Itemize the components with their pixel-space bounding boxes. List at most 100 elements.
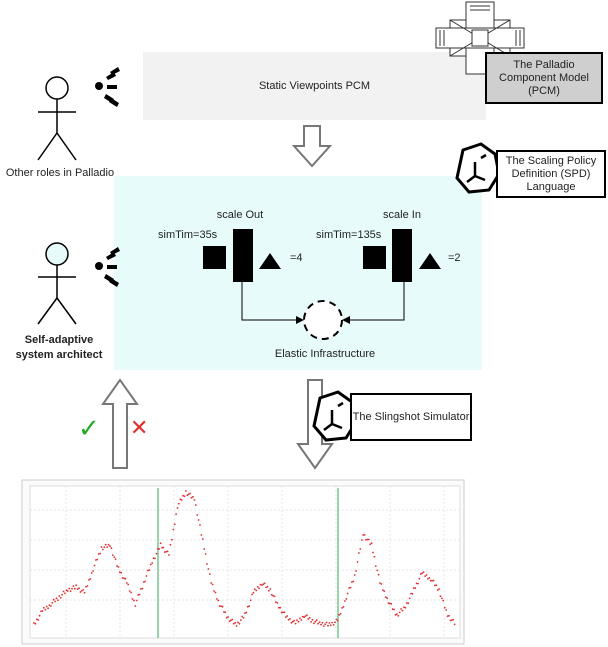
chart-point	[75, 584, 78, 587]
chart-point	[235, 625, 238, 627]
chart-point	[71, 587, 73, 590]
chart-point	[448, 614, 450, 617]
broadcast-icon	[95, 247, 120, 287]
chart-point	[310, 621, 312, 623]
chart-point	[404, 606, 407, 609]
chart-point	[34, 622, 37, 625]
chart-point	[245, 611, 248, 614]
chart-point	[45, 605, 48, 608]
chart-point	[280, 611, 283, 614]
chart-point	[424, 575, 426, 577]
chart-point	[317, 622, 319, 625]
scale-out-time: simTim=35s	[158, 229, 218, 241]
chart-point	[221, 605, 224, 608]
chart-point	[314, 620, 317, 623]
chart-point	[308, 617, 311, 619]
chart-point	[384, 596, 387, 598]
chart-point	[152, 557, 155, 560]
chart-point	[196, 514, 199, 516]
chart-point	[327, 624, 329, 627]
chart-point	[351, 581, 353, 583]
chart-point	[419, 573, 422, 575]
chart-point	[410, 592, 412, 595]
scale-in-small-box	[363, 246, 386, 269]
chart-point	[64, 592, 66, 595]
chart-point	[376, 569, 379, 572]
chart-point	[224, 611, 227, 614]
chart-point	[321, 621, 324, 624]
chart-point	[422, 571, 425, 573]
scale-in-count: =2	[448, 252, 461, 264]
chart-point	[80, 590, 83, 592]
chart-point	[175, 513, 178, 516]
chart-point	[284, 616, 287, 618]
chart-point	[50, 605, 52, 607]
chart-point	[118, 571, 121, 574]
chart-point	[223, 611, 225, 613]
chart-point	[131, 598, 134, 600]
chart-point	[353, 574, 356, 576]
chart-point	[48, 604, 51, 607]
chart-point	[362, 534, 365, 536]
chart-point	[206, 563, 208, 565]
chart-point	[58, 595, 61, 597]
chart-point	[324, 623, 327, 626]
chart-point	[154, 557, 156, 560]
chart-point	[173, 523, 176, 526]
scale-out-title: scale Out	[216, 209, 264, 221]
scale-in-title: scale In	[383, 209, 421, 221]
chart-point	[387, 602, 390, 605]
chart-point	[246, 605, 249, 608]
chart-point	[391, 608, 394, 611]
chart-point	[344, 600, 346, 602]
chart-point	[366, 538, 369, 541]
elastic-panel	[114, 176, 482, 370]
chart-point	[432, 579, 435, 582]
chart-point	[107, 543, 110, 546]
chart-point	[37, 619, 40, 621]
chart-point	[320, 623, 322, 626]
chart-point	[102, 548, 104, 551]
scale-out-tall-box	[233, 229, 253, 282]
chart-point	[189, 492, 192, 495]
chart-point	[365, 538, 367, 541]
chart-point	[200, 534, 203, 536]
chart-point	[137, 594, 140, 596]
chart-point	[145, 575, 148, 577]
feedback-arrow-up	[101, 378, 139, 469]
chart-point	[59, 596, 62, 599]
chart-point	[120, 571, 123, 574]
chart-point	[203, 548, 206, 550]
chart-point	[144, 580, 147, 583]
chart-point	[95, 559, 97, 561]
slingshot-callout: The Slingshot Simulator	[350, 393, 472, 441]
chart-point	[69, 590, 72, 592]
chart-point	[328, 622, 331, 624]
chart-point	[155, 552, 158, 555]
chart-point	[148, 569, 151, 571]
chart-point	[379, 582, 381, 584]
chart-point	[51, 601, 54, 604]
chart-point	[163, 551, 166, 553]
architect-figure	[37, 242, 77, 325]
chart-point	[450, 619, 453, 621]
chart-point	[287, 619, 290, 621]
chart-point	[242, 616, 245, 619]
chart-point	[123, 577, 125, 580]
chart-point	[301, 615, 304, 618]
chart-point	[159, 542, 162, 545]
chart-point	[110, 547, 113, 550]
chart-point	[79, 591, 82, 593]
chart-point	[228, 620, 231, 623]
chart-point	[367, 538, 370, 541]
chart-point	[116, 565, 118, 567]
chart-point	[68, 587, 71, 590]
chart-point	[322, 625, 325, 627]
chart-point	[425, 574, 428, 576]
chart-point	[277, 606, 280, 609]
chart-point	[156, 547, 159, 550]
spd-callout-label: The Scaling Policy Definition (SPD) Lang…	[505, 154, 597, 193]
chart-point	[258, 587, 260, 590]
chart-point	[438, 588, 440, 590]
chart-point	[256, 586, 259, 588]
